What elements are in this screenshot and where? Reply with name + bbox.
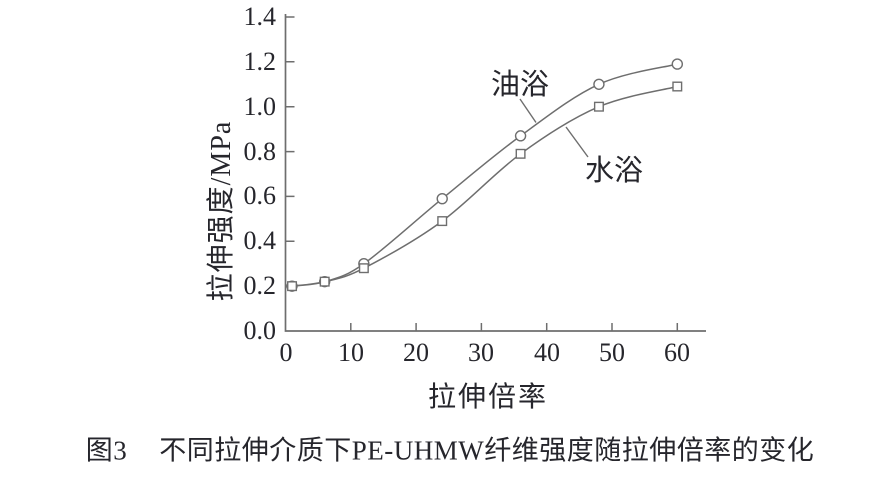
y-axis-title: 拉伸强度/MPa [206, 120, 237, 302]
data-point-circle-marker [514, 130, 527, 142]
caption-number: 图3 [85, 435, 128, 466]
y-tick-label: 0.2 [243, 271, 277, 300]
data-point-circle-marker [593, 78, 605, 90]
y-tick-label: 1.2 [243, 47, 277, 76]
series-label-oil-bath: 油浴 [490, 69, 550, 101]
x-tick-label: 30 [468, 338, 494, 367]
x-tick-label: 10 [338, 338, 364, 367]
data-point-circle-marker [671, 58, 683, 70]
water-label-leader-line [565, 126, 589, 158]
x-tick-label: 60 [664, 338, 690, 367]
y-tick-label: 0.8 [243, 137, 277, 166]
x-tick-label: 40 [534, 338, 560, 367]
data-point-square-marker [358, 263, 369, 274]
y-axis-ticks [285, 16, 295, 287]
x-tick-label: 50 [599, 338, 625, 367]
y-tick-label: 0.0 [243, 316, 277, 345]
x-axis-title: 拉伸倍率 [427, 382, 549, 413]
series-label-water-bath: 水浴 [584, 155, 644, 187]
data-point-square-marker [515, 148, 526, 159]
figure-caption: 图3 不同拉伸介质下PE-UHMW纤维强度随拉伸倍率的变化 [86, 429, 815, 468]
data-point-square-marker [672, 81, 683, 92]
data-point-square-marker [287, 281, 298, 292]
caption-text: 不同拉伸介质下PE-UHMW纤维强度随拉伸倍率的变化 [159, 435, 815, 466]
x-tick-label: 20 [403, 338, 429, 367]
data-point-square-marker [593, 101, 604, 112]
oil-label-leader-line [519, 98, 537, 123]
y-tick-label: 1.0 [243, 92, 277, 121]
y-tick-label: 0.6 [243, 181, 277, 210]
x-tick-label: 0 [279, 338, 293, 367]
data-point-circle-marker [436, 192, 448, 205]
y-tick-label: 0.4 [243, 226, 277, 255]
data-point-square-marker [437, 216, 448, 227]
axes [284, 14, 706, 332]
data-point-square-marker [319, 276, 330, 287]
x-axis-ticks [350, 323, 679, 331]
y-tick-label: 1.4 [243, 2, 277, 31]
